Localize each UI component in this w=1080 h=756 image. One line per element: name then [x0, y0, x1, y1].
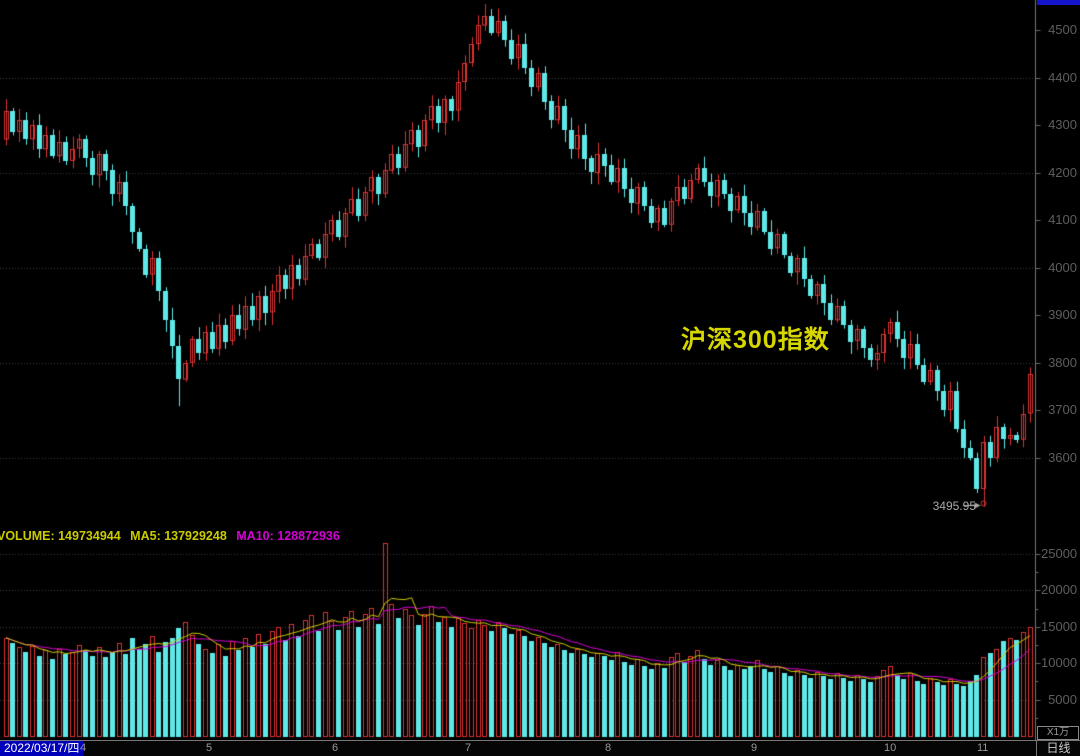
month-tick-label: 7 [465, 742, 472, 754]
volume-tick-label: 20000 [1041, 582, 1078, 597]
current-date-cell[interactable]: 2022/03/17/四 [0, 741, 84, 756]
price-tick-label: 4500 [1048, 22, 1077, 37]
month-tick-label: 11 [977, 742, 989, 754]
price-tick-label: 4100 [1048, 212, 1077, 227]
volume-ma10-label: MA10: 128872936 [236, 529, 340, 543]
month-tick-label: 10 [884, 742, 897, 754]
volume-unit-label: X1万 [1037, 726, 1079, 740]
month-tick-label: 9 [751, 742, 758, 754]
price-tick-label: 4300 [1048, 117, 1077, 132]
month-tick-label: 8 [605, 742, 612, 754]
volume-tick-label: 25000 [1041, 546, 1078, 561]
price-tick-label: 4200 [1048, 165, 1077, 180]
month-tick-label: 4 [80, 742, 87, 754]
volume-value-label: VOLUME: 149734944 [0, 529, 121, 543]
price-tick-label: 3900 [1048, 307, 1077, 322]
period-selector[interactable]: 日线 [1036, 741, 1080, 756]
month-tick-label: 5 [206, 742, 213, 754]
price-tick-label: 3700 [1048, 402, 1077, 417]
price-tick-label: 4000 [1048, 260, 1077, 275]
time-axis-bar [0, 740, 1080, 756]
volume-tick-label: 5000 [1048, 692, 1077, 707]
month-tick-label: 6 [332, 742, 339, 754]
scrollbar-fragment [1037, 0, 1080, 5]
low-price-annotation: 3495.95 [932, 499, 976, 513]
volume-ma5-label: MA5: 137929248 [130, 529, 227, 543]
price-tick-label: 3800 [1048, 355, 1077, 370]
price-tick-label: 4400 [1048, 70, 1077, 85]
index-title: 沪深300指数 [681, 326, 830, 354]
volume-tick-label: 10000 [1041, 655, 1078, 670]
price-tick-label: 3600 [1048, 450, 1077, 465]
volume-tick-label: 15000 [1041, 619, 1078, 634]
volume-indicator-header: VOLUME: 149734944 MA5: 137929248 MA10: 1… [0, 529, 340, 543]
